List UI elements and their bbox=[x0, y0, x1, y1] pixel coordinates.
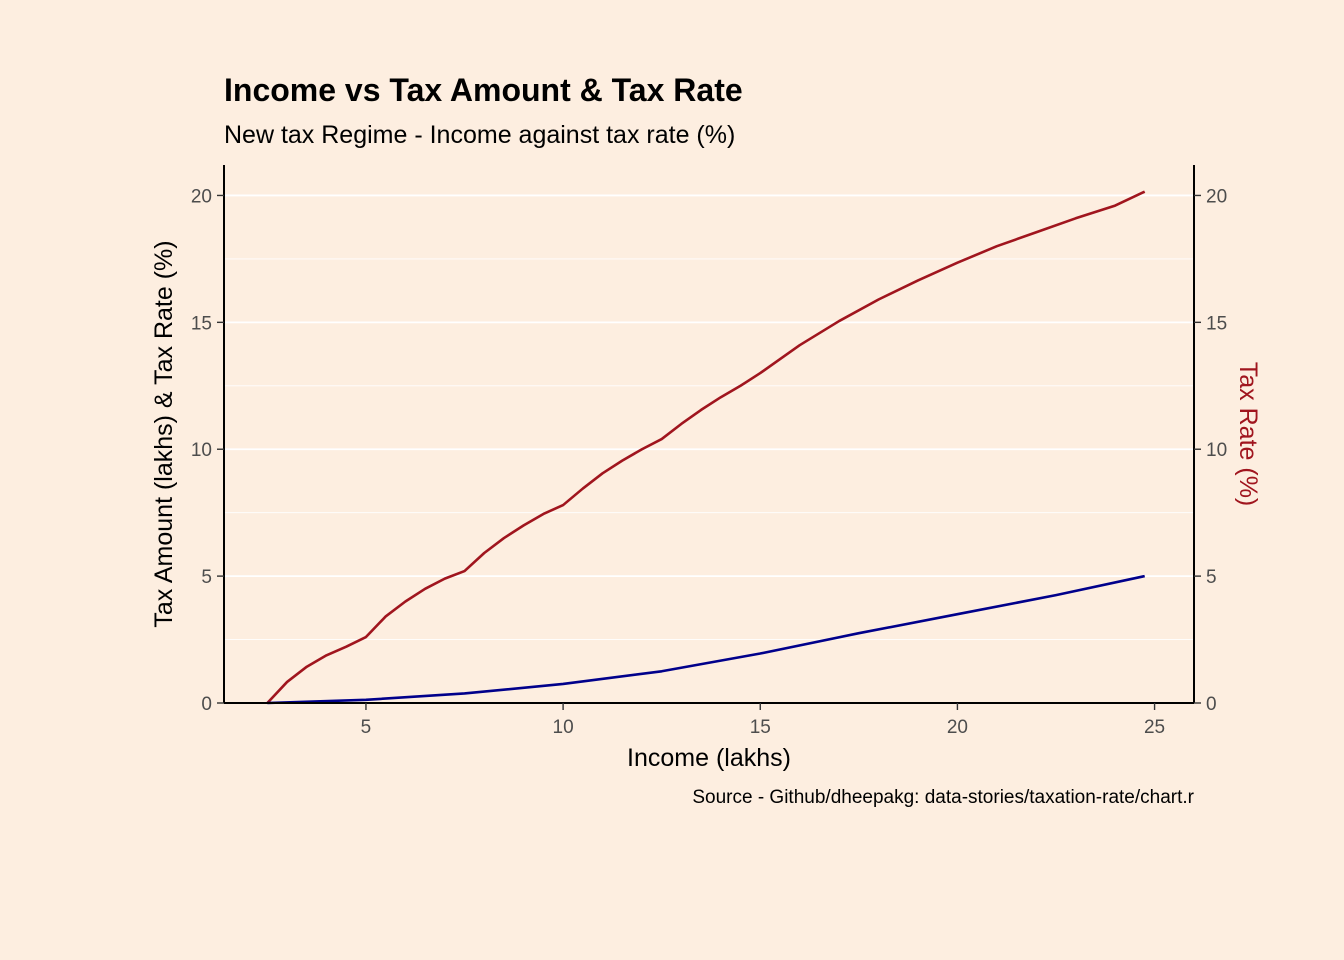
y-tick-label: 15 bbox=[191, 313, 212, 334]
series-layer bbox=[266, 190, 1146, 705]
y-tick-label: 10 bbox=[191, 440, 212, 461]
chart-subtitle: New tax Regime - Income against tax rate… bbox=[224, 121, 735, 149]
y-tick-label: 5 bbox=[201, 567, 212, 588]
x-axis-title: Income (lakhs) bbox=[627, 744, 791, 772]
tax-rate-line bbox=[266, 190, 1146, 704]
x-tick-label: 5 bbox=[361, 717, 372, 738]
y2-tick-label: 20 bbox=[1206, 186, 1227, 207]
x-tick-label: 25 bbox=[1144, 717, 1165, 738]
y2-tick-label: 10 bbox=[1206, 440, 1227, 461]
axes: 5 10 15 20 25 0 5 10 15 20 0 5 10 15 20 bbox=[191, 165, 1227, 738]
y2-tick-label: 0 bbox=[1206, 694, 1217, 715]
y-tick-label: 0 bbox=[201, 694, 212, 715]
x-tick-label: 15 bbox=[750, 717, 771, 738]
y-axis-title: Tax Amount (lakhs) & Tax Rate (%) bbox=[150, 240, 178, 627]
chart-title: Income vs Tax Amount & Tax Rate bbox=[224, 72, 743, 108]
y2-axis-title: Tax Rate (%) bbox=[1234, 362, 1262, 506]
y-tick-label: 20 bbox=[191, 186, 212, 207]
y2-tick-label: 15 bbox=[1206, 313, 1227, 334]
grid bbox=[224, 194, 1194, 704]
x-tick-label: 20 bbox=[947, 717, 968, 738]
tax-amount-line bbox=[267, 574, 1145, 705]
x-tick-label: 10 bbox=[553, 717, 574, 738]
y2-tick-label: 5 bbox=[1206, 567, 1217, 588]
chart-caption: Source - Github/dheepakg: data-stories/t… bbox=[692, 787, 1194, 808]
